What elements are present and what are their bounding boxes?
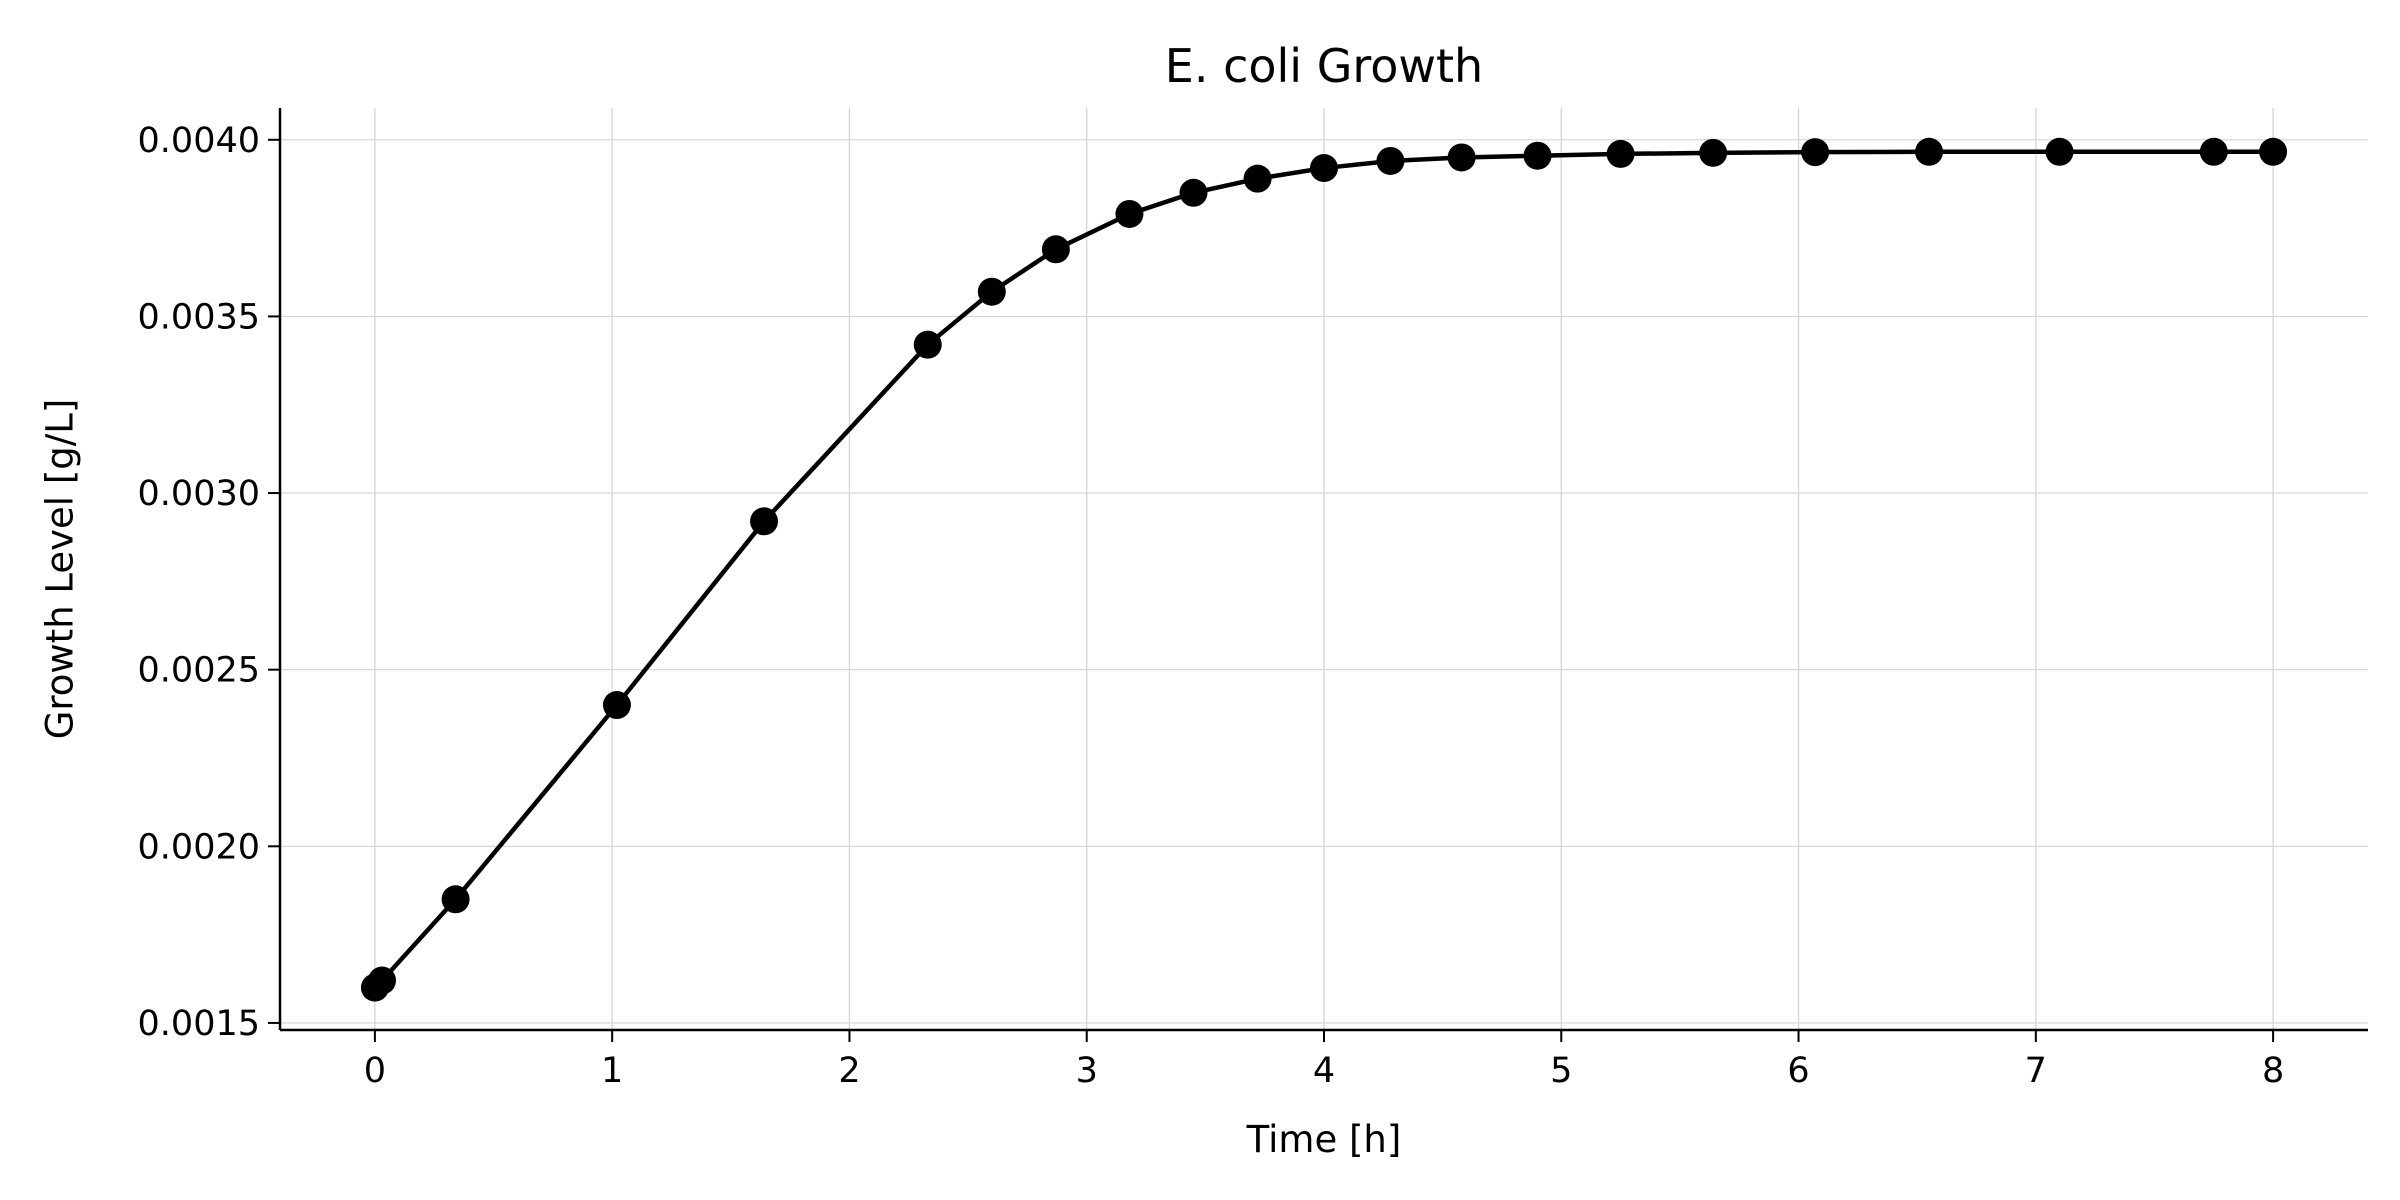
x-tick-label: 5 [1550, 1051, 1572, 1091]
data-point [602, 691, 631, 720]
chart-title: E. coli Growth [1165, 39, 1483, 93]
data-point [750, 507, 779, 536]
data-point [1699, 138, 1728, 167]
y-tick-label: 0.0015 [138, 1004, 260, 1044]
data-point [2259, 137, 2288, 166]
data-point [1447, 143, 1476, 172]
y-axis-label: Growth Level [g/L] [39, 399, 82, 740]
data-point [1243, 164, 1272, 193]
data-point [1915, 137, 1944, 166]
data-point [441, 885, 470, 914]
y-axis-ticks: 0.0015 0.0020 0.0025 0.0030 0.0035 0.0040 [138, 121, 280, 1044]
data-point [1310, 154, 1338, 183]
x-axis-ticks: 0 1 2 3 4 5 6 7 8 [364, 1030, 2284, 1091]
data-point [368, 966, 397, 995]
grid-lines [280, 108, 2368, 1030]
y-tick-label: 0.0025 [138, 651, 260, 691]
x-tick-label: 4 [1313, 1051, 1335, 1091]
data-point [1179, 178, 1208, 207]
data-point [977, 277, 1006, 306]
data-point [1523, 141, 1552, 170]
x-tick-label: 8 [2262, 1051, 2284, 1091]
y-tick-label: 0.0020 [138, 827, 260, 867]
data-point [1376, 146, 1405, 175]
x-tick-label: 1 [601, 1051, 623, 1091]
data-point [1606, 139, 1635, 168]
data-point [1115, 199, 1144, 228]
x-tick-label: 7 [2025, 1051, 2047, 1091]
x-tick-label: 6 [1787, 1051, 1809, 1091]
data-point [1041, 235, 1070, 264]
data-point [2045, 137, 2074, 166]
data-point [1801, 138, 1830, 167]
y-tick-label: 0.0040 [138, 121, 260, 161]
x-tick-label: 0 [364, 1051, 386, 1091]
data-series [360, 137, 2288, 1002]
y-tick-label: 0.0030 [138, 474, 260, 514]
x-tick-label: 3 [1076, 1051, 1098, 1091]
x-axis-label: Time [h] [1246, 1118, 1402, 1161]
data-point [913, 330, 942, 359]
y-tick-label: 0.0035 [138, 297, 260, 337]
x-tick-label: 2 [838, 1051, 860, 1091]
series-line [372, 149, 2276, 990]
data-point [2199, 137, 2228, 166]
